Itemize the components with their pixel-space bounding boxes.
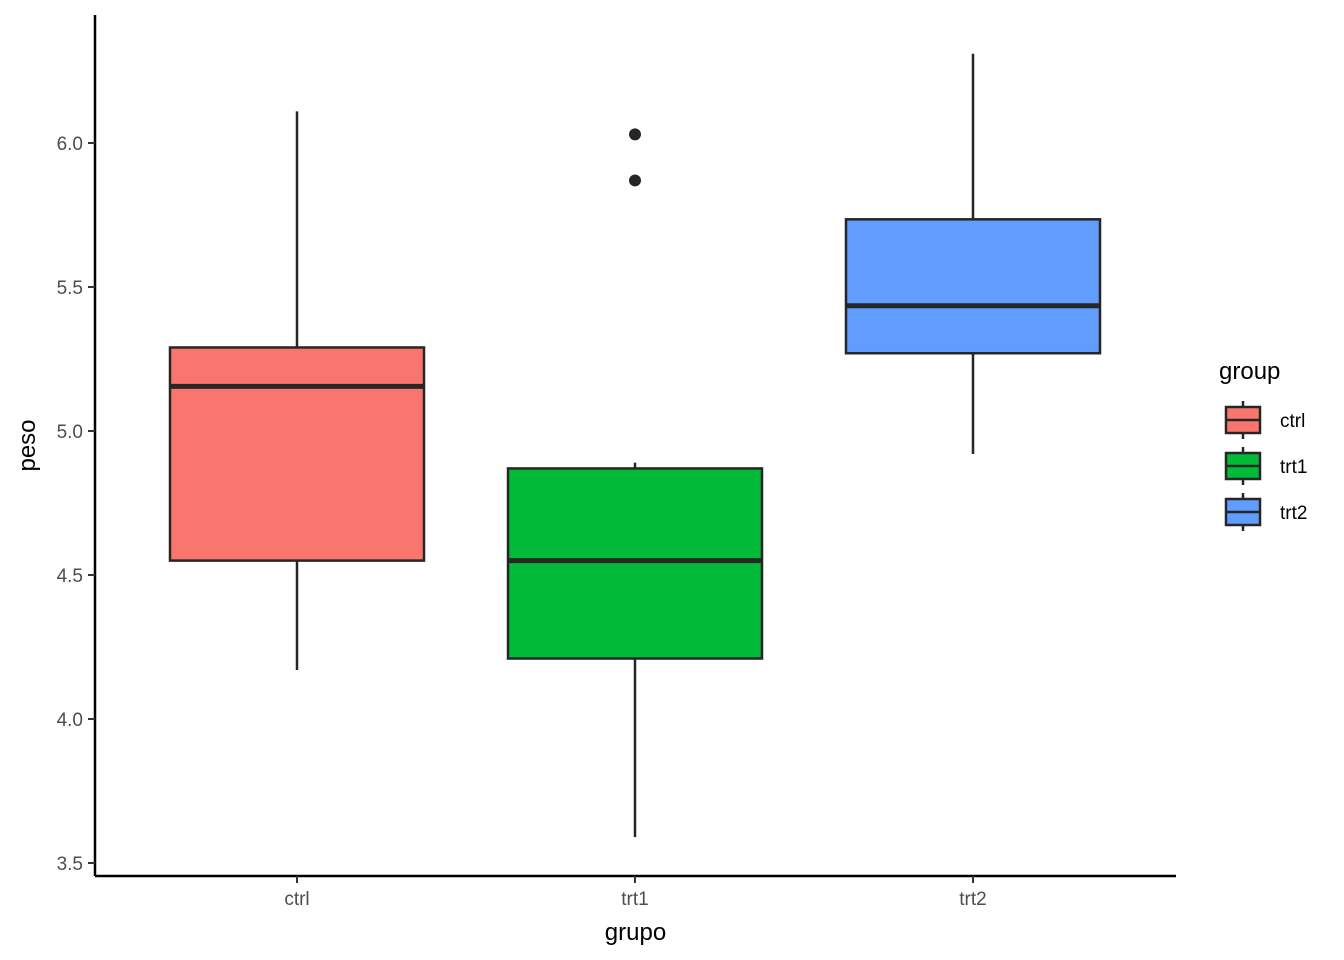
- outlier-point-trt1-1: [629, 174, 641, 187]
- y-tick-label-4.5: 4.5: [57, 566, 83, 587]
- box-trt1: [506, 467, 764, 660]
- legend-item-trt1: trt1: [1224, 447, 1307, 485]
- legend-label-trt2: trt2: [1280, 503, 1307, 524]
- x-axis-title: grupo: [605, 919, 666, 946]
- legend-title: group: [1219, 358, 1280, 385]
- box-group-ctrl: [168, 111, 426, 671]
- x-tick-label-ctrl: ctrl: [284, 889, 309, 910]
- legend-item-trt2: trt2: [1224, 493, 1307, 531]
- x-tick-label-trt1: trt1: [621, 889, 648, 910]
- box-ctrl: [168, 346, 426, 562]
- y-tick-label-5.0: 5.0: [57, 422, 83, 443]
- y-tick-label-3.5: 3.5: [57, 854, 83, 875]
- y-tick-label-4.0: 4.0: [57, 710, 83, 731]
- legend: group ctrl trt1 trt2: [1219, 358, 1307, 531]
- x-tick-label-trt2: trt2: [959, 889, 986, 910]
- box-trt2: [844, 218, 1102, 355]
- box-group-trt2: [844, 53, 1102, 455]
- y-tick-label-5.5: 5.5: [57, 278, 83, 299]
- legend-label-ctrl: ctrl: [1280, 411, 1305, 432]
- y-axis-title: peso: [14, 419, 41, 471]
- plot-area: [168, 53, 1102, 838]
- outlier-point-trt1-0: [629, 128, 641, 141]
- y-tick-label-6.0: 6.0: [57, 134, 83, 155]
- axes: 3.5 4.0 4.5 5.0 5.5 6.0 ctrl trt1 trt2: [57, 15, 1176, 910]
- box-group-trt1: [506, 128, 764, 838]
- legend-label-trt1: trt1: [1280, 457, 1307, 478]
- legend-item-ctrl: ctrl: [1224, 401, 1305, 439]
